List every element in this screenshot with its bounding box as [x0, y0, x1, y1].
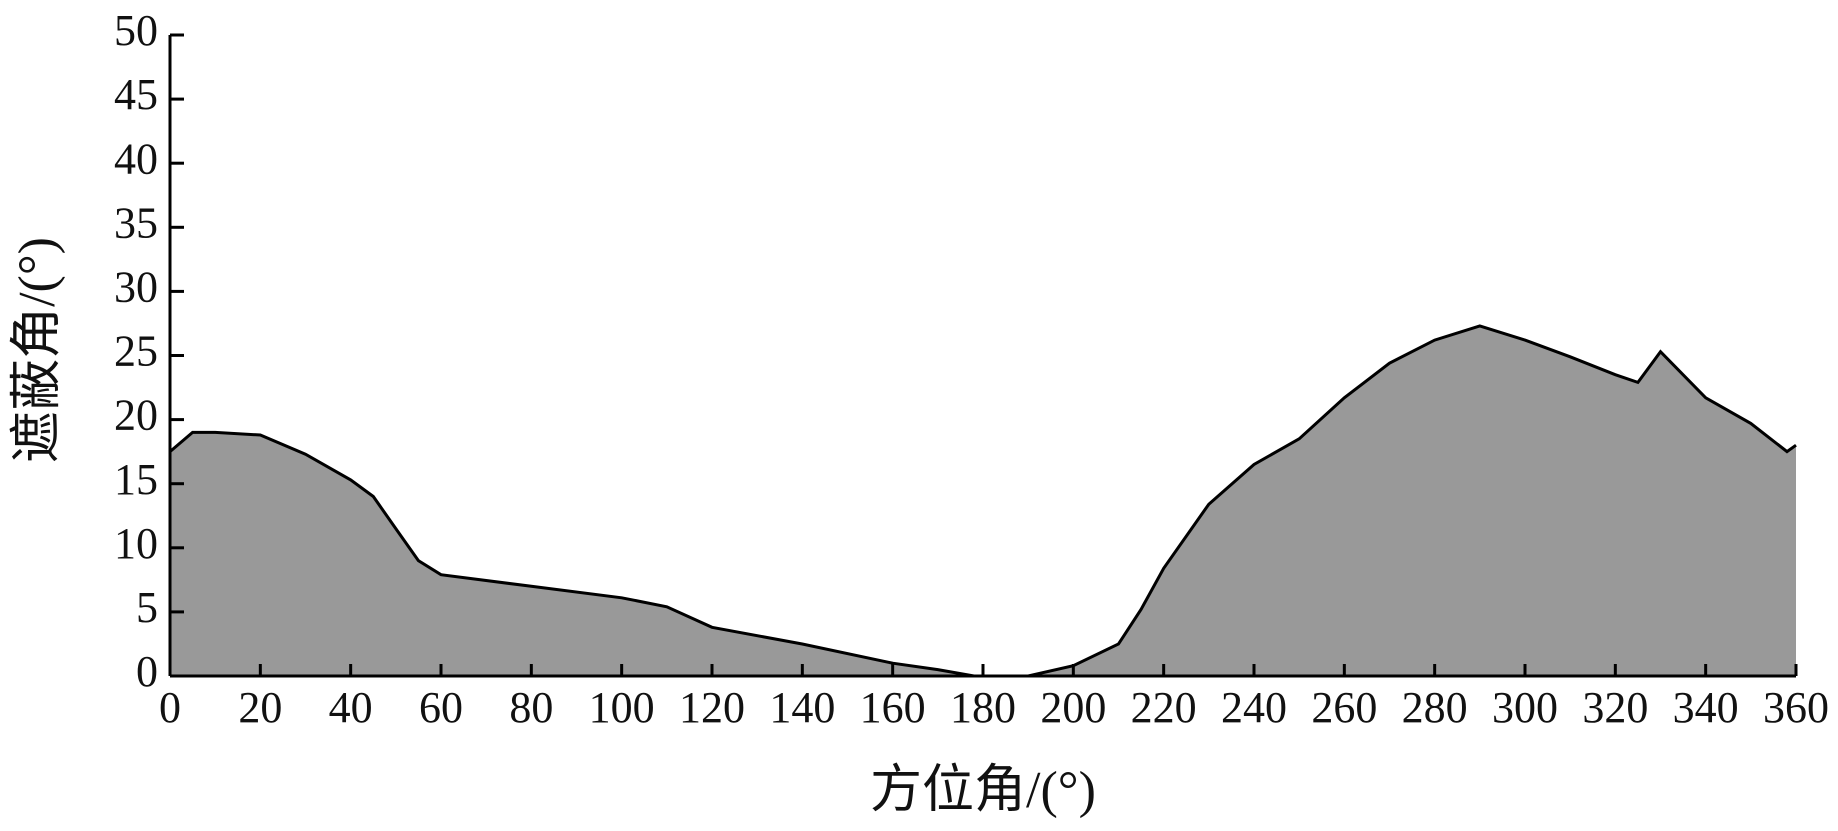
- y-tick-label: 40: [114, 134, 158, 183]
- y-tick-label: 30: [114, 262, 158, 311]
- x-tick-label: 360: [1763, 683, 1829, 732]
- y-tick-label: 20: [114, 391, 158, 440]
- x-tick-label: 180: [950, 683, 1016, 732]
- x-tick-label: 160: [860, 683, 926, 732]
- y-tick-label: 10: [114, 519, 158, 568]
- y-axis-label: 遮蔽角/(°): [9, 237, 66, 463]
- x-tick-label: 280: [1402, 683, 1468, 732]
- x-tick-label: 80: [509, 683, 553, 732]
- x-tick-label: 320: [1582, 683, 1648, 732]
- y-tick-label: 35: [114, 198, 158, 247]
- x-tick-label: 100: [589, 683, 655, 732]
- y-tick-label: 25: [114, 327, 158, 376]
- x-tick-label: 140: [769, 683, 835, 732]
- y-tick-label: 50: [114, 6, 158, 55]
- x-tick-label: 240: [1221, 683, 1287, 732]
- x-tick-label: 0: [159, 683, 181, 732]
- y-tick-label: 0: [136, 647, 158, 696]
- x-tick-label: 200: [1040, 683, 1106, 732]
- x-tick-label: 60: [419, 683, 463, 732]
- x-tick-label: 340: [1673, 683, 1739, 732]
- x-tick-label: 260: [1311, 683, 1377, 732]
- x-tick-label: 120: [679, 683, 745, 732]
- area-outline: [169, 324, 1797, 678]
- x-axis-label: 方位角/(°): [870, 762, 1096, 819]
- x-tick-label: 40: [329, 683, 373, 732]
- area: [170, 326, 1796, 676]
- y-tick-label: 15: [114, 455, 158, 504]
- y-tick-label: 45: [114, 70, 158, 119]
- y-tick-label: 5: [136, 583, 158, 632]
- x-tick-label: 20: [238, 683, 282, 732]
- x-tick-label: 220: [1131, 683, 1197, 732]
- x-tick-label: 300: [1492, 683, 1558, 732]
